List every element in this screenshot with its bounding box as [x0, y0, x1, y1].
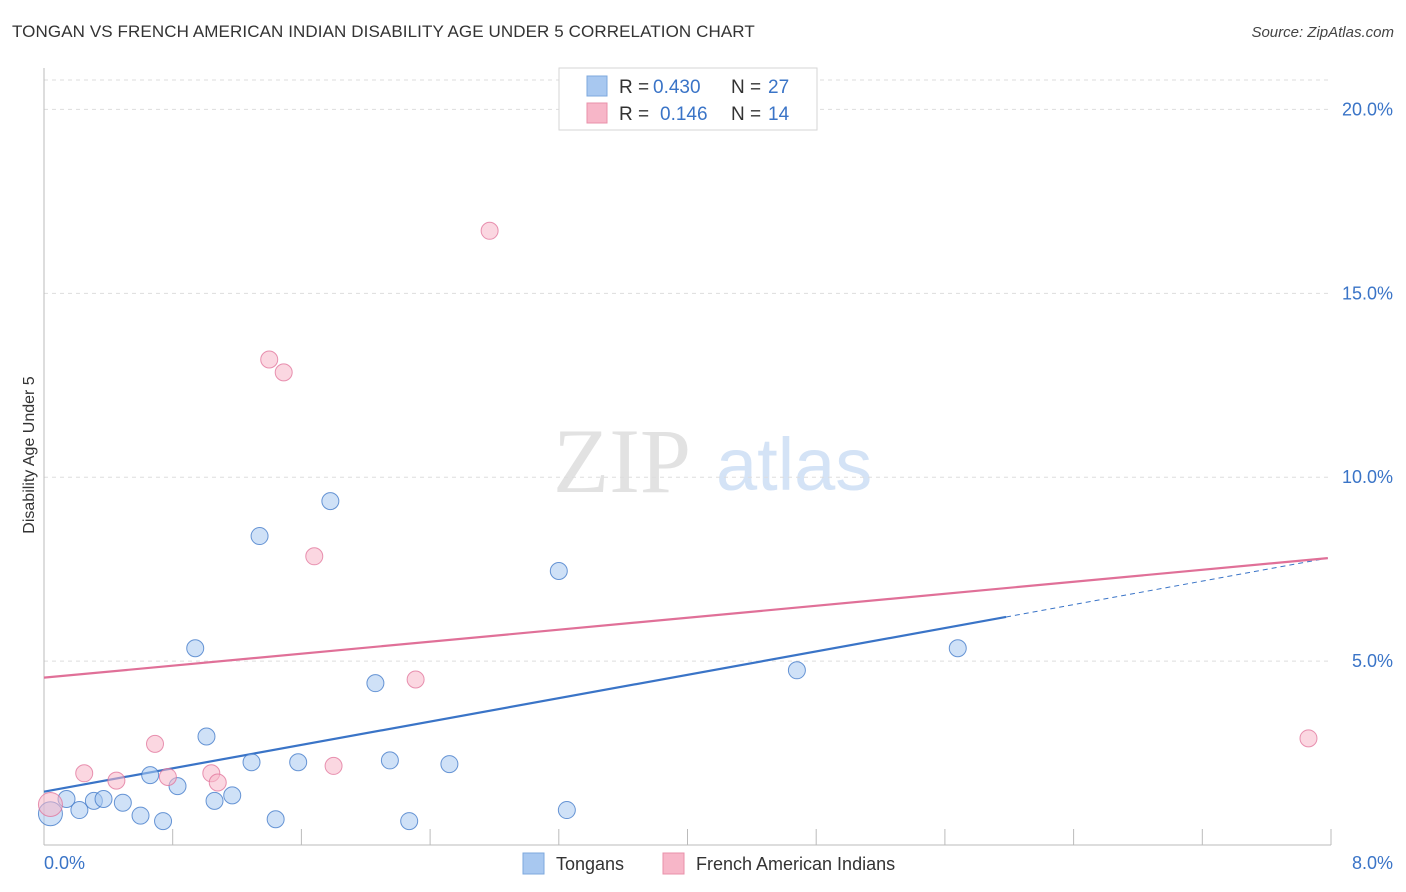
bottom-legend-label-french-american-indians: French American Indians: [696, 854, 895, 874]
x-tick-label-max: 8.0%: [1352, 853, 1393, 873]
point-french-american-indians-3: [107, 771, 126, 790]
point-tongans-25: [557, 801, 576, 820]
bottom-legend-swatch-french-american-indians: [662, 852, 685, 875]
watermark-atlas: atlas: [716, 423, 872, 506]
trend-line-2: [43, 557, 1328, 679]
point-tongans-26: [787, 661, 806, 680]
point-french-american-indians-1: [37, 792, 63, 818]
point-french-american-indians-9: [274, 363, 293, 382]
legend-r-value-1: 0.430: [653, 77, 701, 98]
point-tongans-21: [380, 751, 399, 770]
point-french-american-indians-5: [158, 767, 177, 786]
y-tick-label-5: 5.0%: [1352, 651, 1393, 671]
point-tongans-27: [948, 639, 967, 658]
point-tongans-23: [440, 755, 459, 774]
point-french-american-indians-13: [480, 221, 499, 240]
legend-swatch-tongans: [586, 75, 608, 97]
bottom-legend-swatch-tongans: [522, 852, 545, 875]
point-tongans-22: [400, 812, 419, 831]
point-tongans-17: [266, 810, 285, 829]
y-axis-label: Disability Age Under 5: [21, 376, 38, 534]
point-tongans-5: [94, 790, 113, 809]
point-tongans-7: [131, 806, 150, 825]
legend-n-label-1: N =: [731, 77, 761, 98]
trend-lines: [43, 557, 1328, 793]
stats-legend: R = 0.430 N = 27 R = 0.146 N = 14: [558, 67, 818, 131]
point-french-american-indians-14: [1299, 729, 1318, 748]
point-tongans-16: [250, 527, 269, 546]
point-french-american-indians-8: [260, 350, 279, 369]
point-tongans-13: [205, 791, 224, 810]
bottom-legend-label-tongans: Tongans: [556, 854, 624, 874]
watermark-zip: ZIP: [553, 410, 691, 512]
legend-r-label-1: R =: [619, 77, 649, 98]
point-french-american-indians-12: [406, 670, 425, 689]
point-tongans-3: [70, 801, 89, 820]
point-french-american-indians-10: [305, 547, 324, 566]
x-tick-label-min: 0.0%: [44, 853, 85, 873]
x-tick-marks: [43, 829, 1332, 845]
legend-n-label-2: N =: [731, 104, 761, 125]
chart-title: TONGAN VS FRENCH AMERICAN INDIAN DISABIL…: [12, 22, 755, 41]
source-note: Source: ZipAtlas.com: [1251, 24, 1394, 41]
point-french-american-indians-4: [146, 734, 165, 753]
y-tick-label-20: 20.0%: [1342, 99, 1393, 119]
point-tongans-20: [366, 674, 385, 693]
point-tongans-24: [549, 561, 568, 580]
point-tongans-6: [113, 793, 132, 812]
point-tongans-18: [289, 753, 308, 772]
point-tongans-14: [223, 786, 242, 805]
legend-n-value-1: 27: [768, 77, 789, 98]
scatter-points: [37, 221, 1318, 831]
point-french-american-indians-2: [75, 764, 94, 783]
point-tongans-8: [141, 766, 160, 785]
point-tongans-15: [242, 753, 261, 772]
y-tick-label-10: 10.0%: [1342, 467, 1393, 487]
legend-swatch-french-american-indians: [586, 102, 608, 124]
series-legend: Tongans French American Indians: [522, 852, 895, 875]
point-french-american-indians-11: [324, 756, 343, 775]
legend-n-value-2: 14: [768, 104, 790, 125]
trend-line-1: [43, 615, 1007, 793]
point-tongans-11: [186, 639, 205, 658]
point-tongans-9: [154, 812, 173, 831]
gridlines: [44, 79, 1331, 662]
legend-r-value-2: 0.146: [660, 104, 708, 125]
legend-r-label-2: R =: [619, 104, 649, 125]
y-tick-label-15: 15.0%: [1342, 283, 1393, 303]
point-french-american-indians-7: [208, 773, 227, 792]
y-tick-labels: 5.0% 10.0% 15.0% 20.0%: [1342, 99, 1393, 671]
trend-line-extension-1: [1005, 557, 1328, 618]
point-tongans-12: [197, 727, 216, 746]
point-tongans-19: [321, 492, 340, 511]
